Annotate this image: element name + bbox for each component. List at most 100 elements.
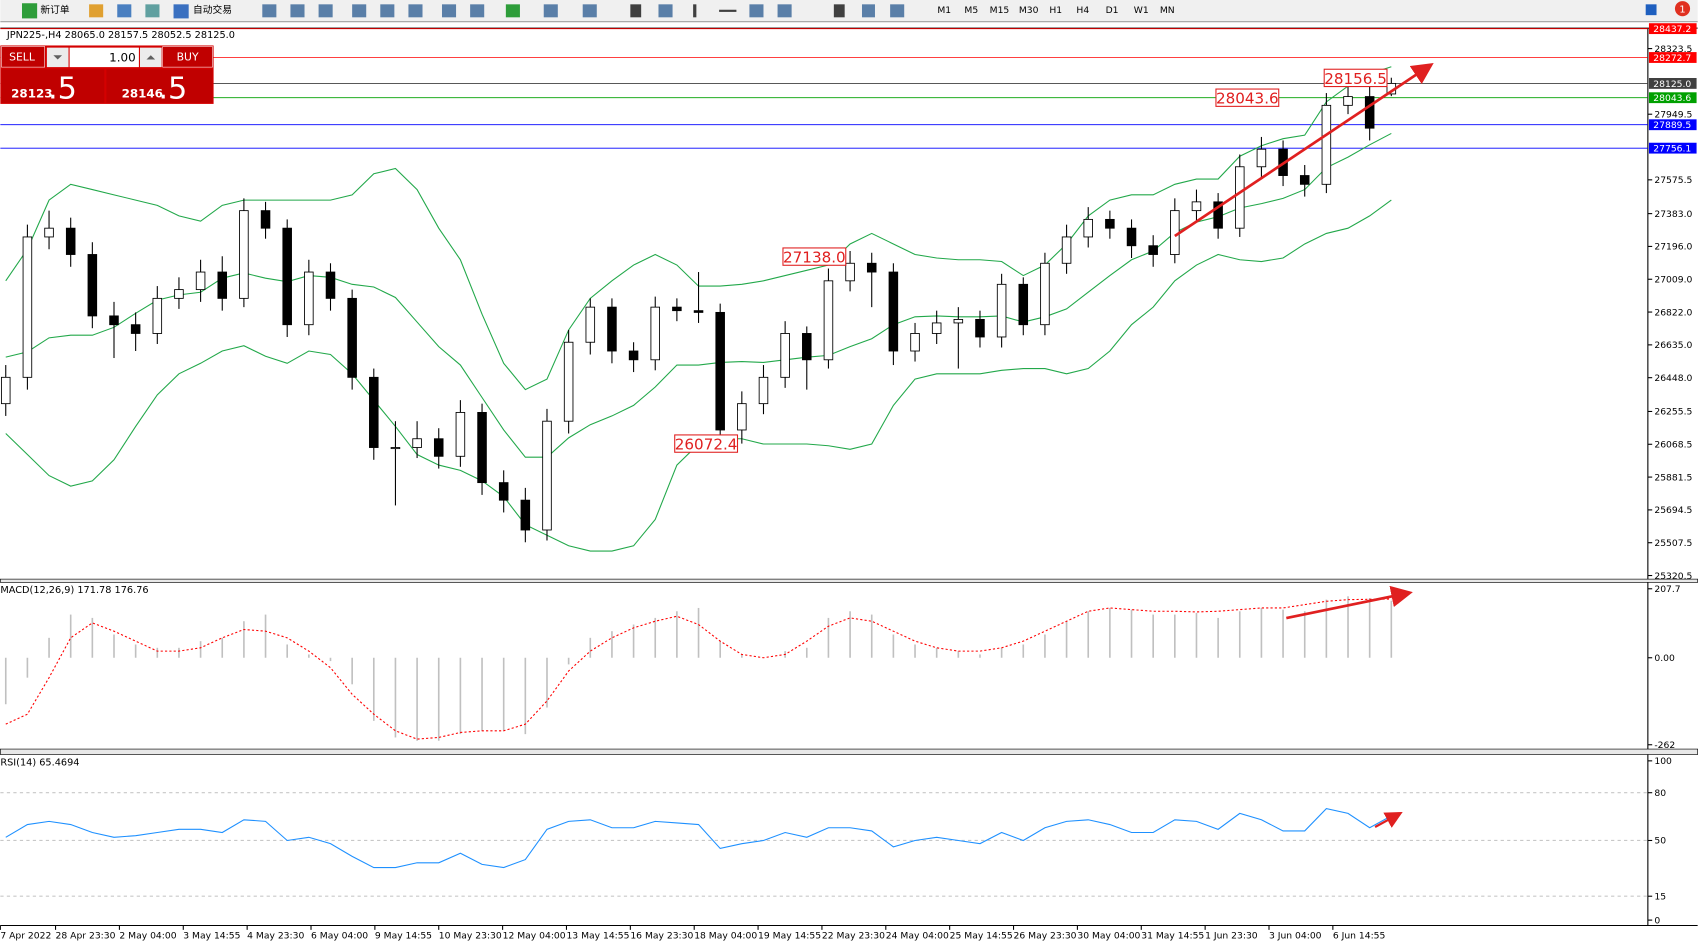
tool-icon[interactable] [693, 4, 697, 18]
tool-icon[interactable] [408, 4, 423, 18]
candle-body [1083, 218, 1093, 238]
tool-icon[interactable] [318, 4, 333, 18]
ask-pips: .5 [158, 72, 187, 107]
timeframe-button[interactable]: W1 [1134, 5, 1149, 16]
candle-body [65, 227, 76, 255]
toolbar-icon[interactable] [117, 4, 132, 18]
y-tick-label: 25320.5 [1654, 571, 1692, 582]
x-tick-label: 16 May 23:30 [630, 931, 693, 942]
candle-body [866, 262, 877, 273]
candle-body [975, 318, 985, 338]
candle-body [1040, 262, 1050, 326]
price-level-label: 28437.2 [1653, 24, 1691, 35]
candle-body [1299, 175, 1310, 185]
timeframe-button[interactable]: MN [1160, 5, 1175, 16]
candle-body [239, 210, 249, 299]
candle-body [1213, 201, 1223, 229]
candle-body [22, 236, 33, 378]
bid-price: 28123 [11, 86, 52, 100]
timeframe-bar: M1 M5 M15 M30 H1 H4 D1 W1 MN [937, 5, 1174, 16]
tool-icon[interactable] [262, 4, 277, 18]
candle-body [152, 297, 163, 334]
macd-signal [5, 598, 1392, 740]
new-order-icon[interactable] [21, 3, 38, 19]
tool-icon[interactable] [833, 4, 845, 18]
y-tick-label: 100 [1654, 756, 1672, 767]
trade-panel: SELL 1.00 BUY 28123 .5 28146 .5 [0, 45, 214, 107]
tool-icon[interactable] [890, 4, 905, 18]
panel-separator [0, 578, 1698, 583]
tool-icon[interactable] [290, 4, 305, 18]
candle-body [1256, 148, 1267, 168]
candle-body [672, 306, 682, 312]
timeframe-button[interactable]: H1 [1049, 5, 1062, 16]
tool-icon[interactable] [543, 4, 558, 18]
tool-icon[interactable] [861, 4, 875, 18]
trend-arrow [1374, 811, 1403, 828]
x-tick-label: 12 May 04:00 [503, 931, 566, 942]
lots-value: 1.00 [109, 51, 135, 65]
toolbar-icon[interactable] [89, 4, 104, 18]
tool-icon[interactable] [658, 4, 673, 18]
x-tick-label: 4 May 23:30 [247, 931, 304, 942]
timeframe-button[interactable]: D1 [1106, 5, 1119, 16]
y-tick-label: 27575.5 [1654, 175, 1692, 186]
candle-body [996, 283, 1007, 338]
candle-body [174, 289, 184, 299]
search-icon[interactable] [1645, 4, 1657, 16]
tool-icon[interactable] [505, 4, 520, 18]
timeframe-button[interactable]: M30 [1019, 5, 1039, 16]
tool-icon[interactable] [441, 4, 457, 18]
timeframe-button[interactable]: M5 [964, 5, 978, 16]
candle-body [758, 376, 769, 405]
candle-body [1061, 236, 1072, 264]
timeframe-button[interactable]: M1 [937, 5, 951, 16]
price-level-box [1648, 52, 1697, 63]
x-tick-label: 30 May 04:00 [1077, 931, 1140, 942]
candle-body [87, 254, 98, 317]
timeframe-button[interactable]: H4 [1076, 5, 1089, 16]
y-tick-label: 207.7 [1654, 584, 1680, 595]
price-annotation: 28043.6 [1216, 90, 1279, 108]
buy-button[interactable] [162, 46, 213, 68]
tool-icon[interactable] [719, 9, 737, 12]
x-tick-label: 10 May 23:30 [439, 931, 502, 942]
sell-button[interactable] [1, 46, 45, 68]
candle-body [542, 420, 552, 531]
tool-icon[interactable] [352, 4, 367, 18]
auto-trading-button[interactable]: 自动交易 [193, 3, 232, 16]
candle-body [109, 315, 119, 326]
tool-icon[interactable] [470, 4, 485, 18]
candle-body [130, 324, 141, 334]
candle-body [520, 499, 531, 531]
toolbar-icon[interactable] [145, 4, 160, 18]
alerts-badge[interactable] [1674, 1, 1691, 17]
tool-icon[interactable] [630, 4, 642, 18]
sell-price-box[interactable] [1, 69, 105, 103]
auto-trading-icon[interactable] [173, 4, 189, 19]
candle-body [1105, 218, 1115, 229]
buy-price-box[interactable] [106, 69, 213, 103]
lots-input[interactable] [69, 47, 139, 68]
price-annotation: 27138.0 [783, 249, 846, 267]
candle-body [1191, 201, 1202, 212]
candle-body [347, 297, 357, 378]
tool-icon[interactable] [749, 4, 764, 18]
timeframe-button[interactable]: M15 [990, 5, 1010, 16]
price-annotation-box [1215, 88, 1280, 107]
y-tick-label: 26448.0 [1654, 373, 1692, 384]
candle-body [1235, 166, 1245, 229]
macd-title: MACD(12,26,9) 171.78 176.76 [0, 585, 148, 596]
candle-body [369, 376, 379, 448]
tool-icon[interactable] [777, 4, 792, 18]
candle-body [802, 333, 812, 361]
candle-body [563, 341, 574, 422]
tool-icon[interactable] [380, 4, 395, 18]
bollinger-band [5, 132, 1392, 458]
price-level-label: 27889.5 [1653, 120, 1691, 131]
new-order-button[interactable]: 新订单 [40, 3, 69, 16]
y-tick-label: 27949.5 [1654, 109, 1692, 120]
y-tick-label: 15 [1654, 891, 1666, 902]
tool-icon[interactable] [582, 4, 597, 18]
